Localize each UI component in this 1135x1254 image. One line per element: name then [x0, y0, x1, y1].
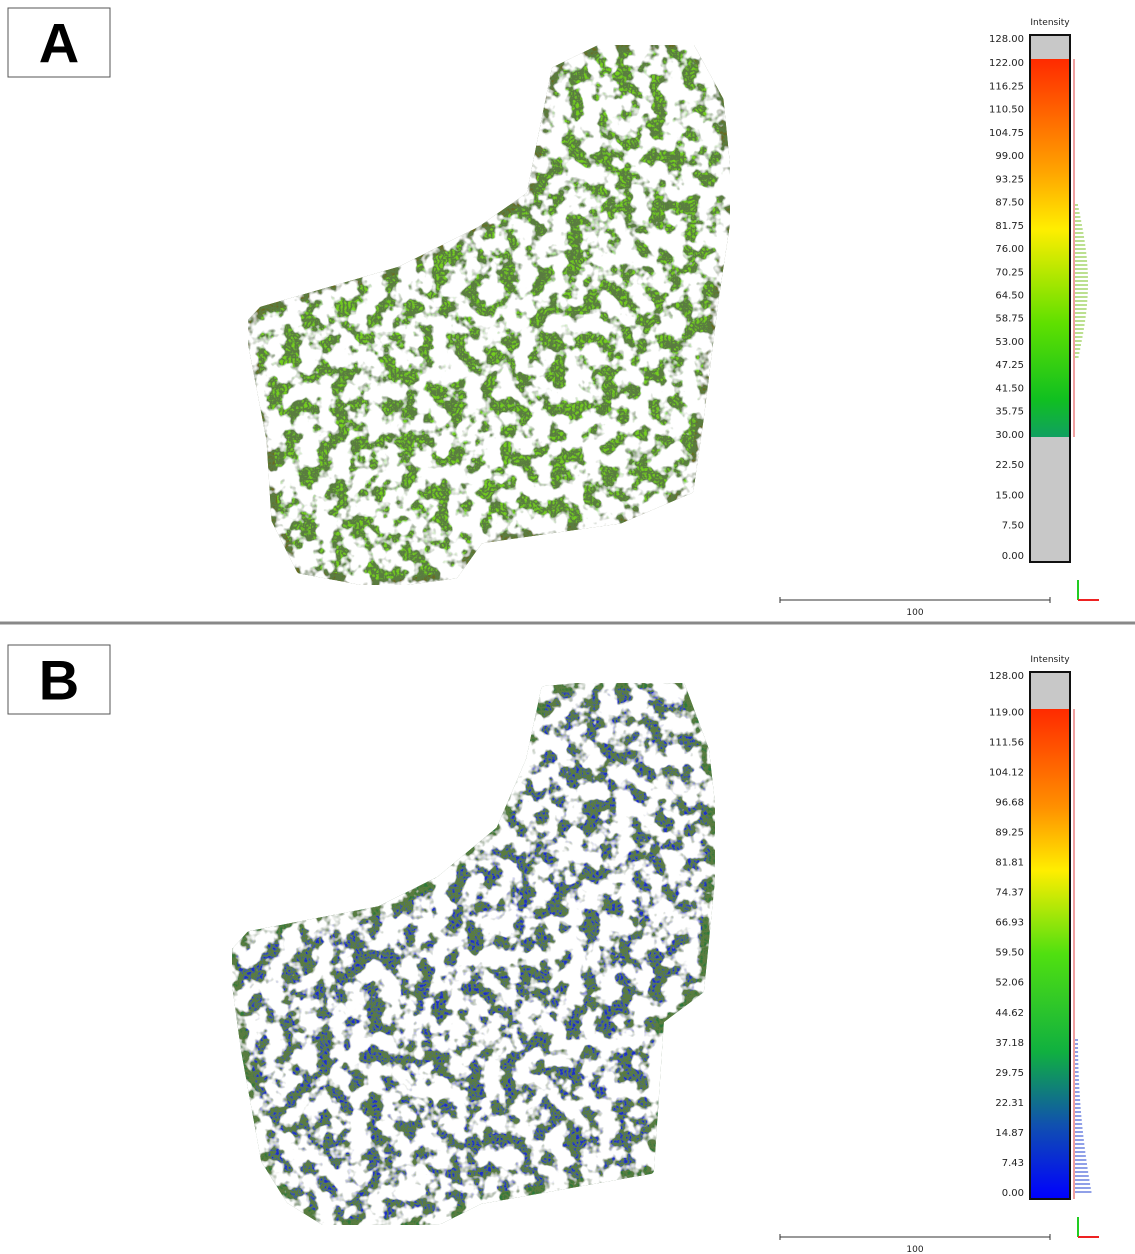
colorbar-tick-label: 0.00 — [1002, 551, 1024, 562]
colorbar-tick-label: 119.00 — [989, 707, 1024, 718]
point-cloud — [228, 679, 719, 1229]
colorbar-tick-label: 53.00 — [995, 337, 1024, 348]
colorbar-tick-label: 87.50 — [995, 198, 1024, 209]
colorbar-tick-label: 89.25 — [995, 828, 1024, 839]
scale-bar-label: 100 — [906, 608, 923, 618]
colorbar-tick-label: 64.50 — [995, 290, 1024, 301]
colorbar-tick-label: 104.75 — [989, 128, 1024, 139]
colorbar-tick-label: 0.00 — [1002, 1188, 1024, 1199]
panel-label: B — [39, 649, 79, 712]
colorbar-tick-label: 116.25 — [989, 81, 1024, 92]
colorbar-tick-label: 7.43 — [1002, 1158, 1024, 1169]
colorbar-tick-label: 128.00 — [989, 671, 1024, 682]
colorbar-tick-label: 29.75 — [995, 1068, 1024, 1079]
colorbar-tick-label: 99.00 — [995, 151, 1024, 162]
colorbar-tick-label: 52.06 — [995, 978, 1024, 989]
colorbar-tick-label: 22.50 — [995, 460, 1024, 471]
point-cloud — [244, 41, 734, 589]
colorbar-tick-label: 22.31 — [995, 1098, 1024, 1109]
label-box — [7, 644, 111, 715]
label-box — [7, 7, 111, 78]
colorbar-tick-label: 30.00 — [995, 430, 1024, 441]
colorbar-frame — [1029, 34, 1071, 563]
colorbar-title: Intensity — [1030, 18, 1070, 28]
colorbar-tick-label: 59.50 — [995, 948, 1024, 959]
colorbar-tick-label: 44.62 — [995, 1008, 1024, 1019]
colorbar-tick-label: 15.00 — [995, 490, 1024, 501]
colorbar-tick-label: 76.00 — [995, 244, 1024, 255]
colorbar-tick-label: 58.75 — [995, 314, 1024, 325]
colorbar-tick-label: 7.50 — [1002, 521, 1024, 532]
colorbar-tick-label: 96.68 — [995, 798, 1024, 809]
colorbar-tick-label: 104.12 — [989, 767, 1024, 778]
colorbar-tick-label: 93.25 — [995, 174, 1024, 185]
panel-label: A — [39, 12, 79, 75]
colorbar-gradient — [1030, 59, 1070, 437]
colorbar-tick-label: 111.56 — [989, 737, 1024, 748]
scale-bar-label: 100 — [906, 1245, 923, 1254]
colorbar-tick-label: 41.50 — [995, 383, 1024, 394]
colorbar-tick-label: 66.93 — [995, 918, 1024, 929]
colorbar-frame — [1029, 671, 1071, 1200]
colorbar-title: Intensity — [1030, 655, 1070, 665]
colorbar-tick-label: 110.50 — [989, 105, 1024, 116]
colorbar-tick-label: 35.75 — [995, 407, 1024, 418]
colorbar-tick-label: 81.75 — [995, 221, 1024, 232]
colorbar-tick-label: 70.25 — [995, 267, 1024, 278]
colorbar-tick-label: 47.25 — [995, 360, 1024, 371]
colorbar-tick-label: 14.87 — [995, 1128, 1024, 1139]
colorbar-tick-label: 81.81 — [995, 858, 1024, 869]
colorbar-tick-label: 122.00 — [989, 58, 1024, 69]
colorbar-gradient — [1030, 709, 1070, 1199]
colorbar-tick-label: 128.00 — [989, 34, 1024, 45]
colorbar-tick-label: 37.18 — [995, 1038, 1024, 1049]
colorbar-tick-label: 74.37 — [995, 888, 1024, 899]
